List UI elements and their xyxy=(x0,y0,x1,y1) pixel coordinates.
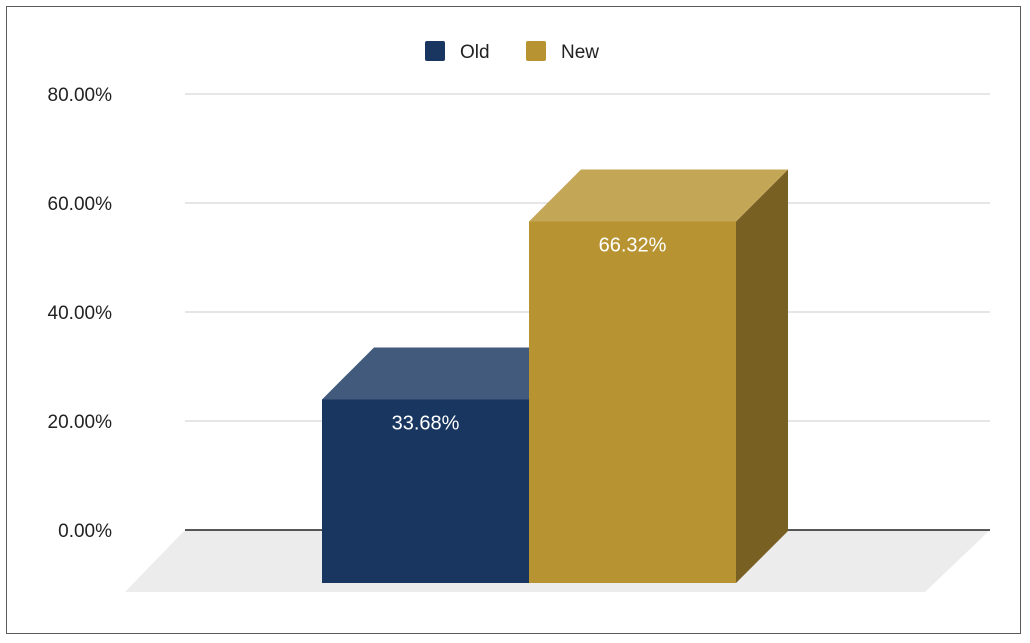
legend-swatch-old xyxy=(425,41,445,61)
legend-label-new: New xyxy=(561,42,599,63)
y-tick-label: 20.00% xyxy=(48,412,113,433)
legend-label-old: Old xyxy=(460,42,490,63)
legend-swatch-new xyxy=(526,41,546,61)
bar-old xyxy=(322,399,529,583)
bar-new xyxy=(529,221,736,583)
y-tick-label: 60.00% xyxy=(48,194,113,215)
y-tick-label: 40.00% xyxy=(48,303,113,324)
bars-group: 33.68% 66.32% xyxy=(322,169,788,583)
y-tick-label: 0.00% xyxy=(58,521,112,542)
bar-new-side xyxy=(736,169,788,583)
bar-new-top xyxy=(529,169,788,222)
data-label-old: 33.68% xyxy=(392,412,460,434)
data-label-new: 66.32% xyxy=(599,235,667,257)
y-axis: 0.00% 20.00% 40.00% 60.00% 80.00% xyxy=(48,85,113,542)
legend: Old New xyxy=(425,41,599,63)
bar-old-top xyxy=(322,347,581,400)
y-tick-label: 80.00% xyxy=(48,85,113,106)
